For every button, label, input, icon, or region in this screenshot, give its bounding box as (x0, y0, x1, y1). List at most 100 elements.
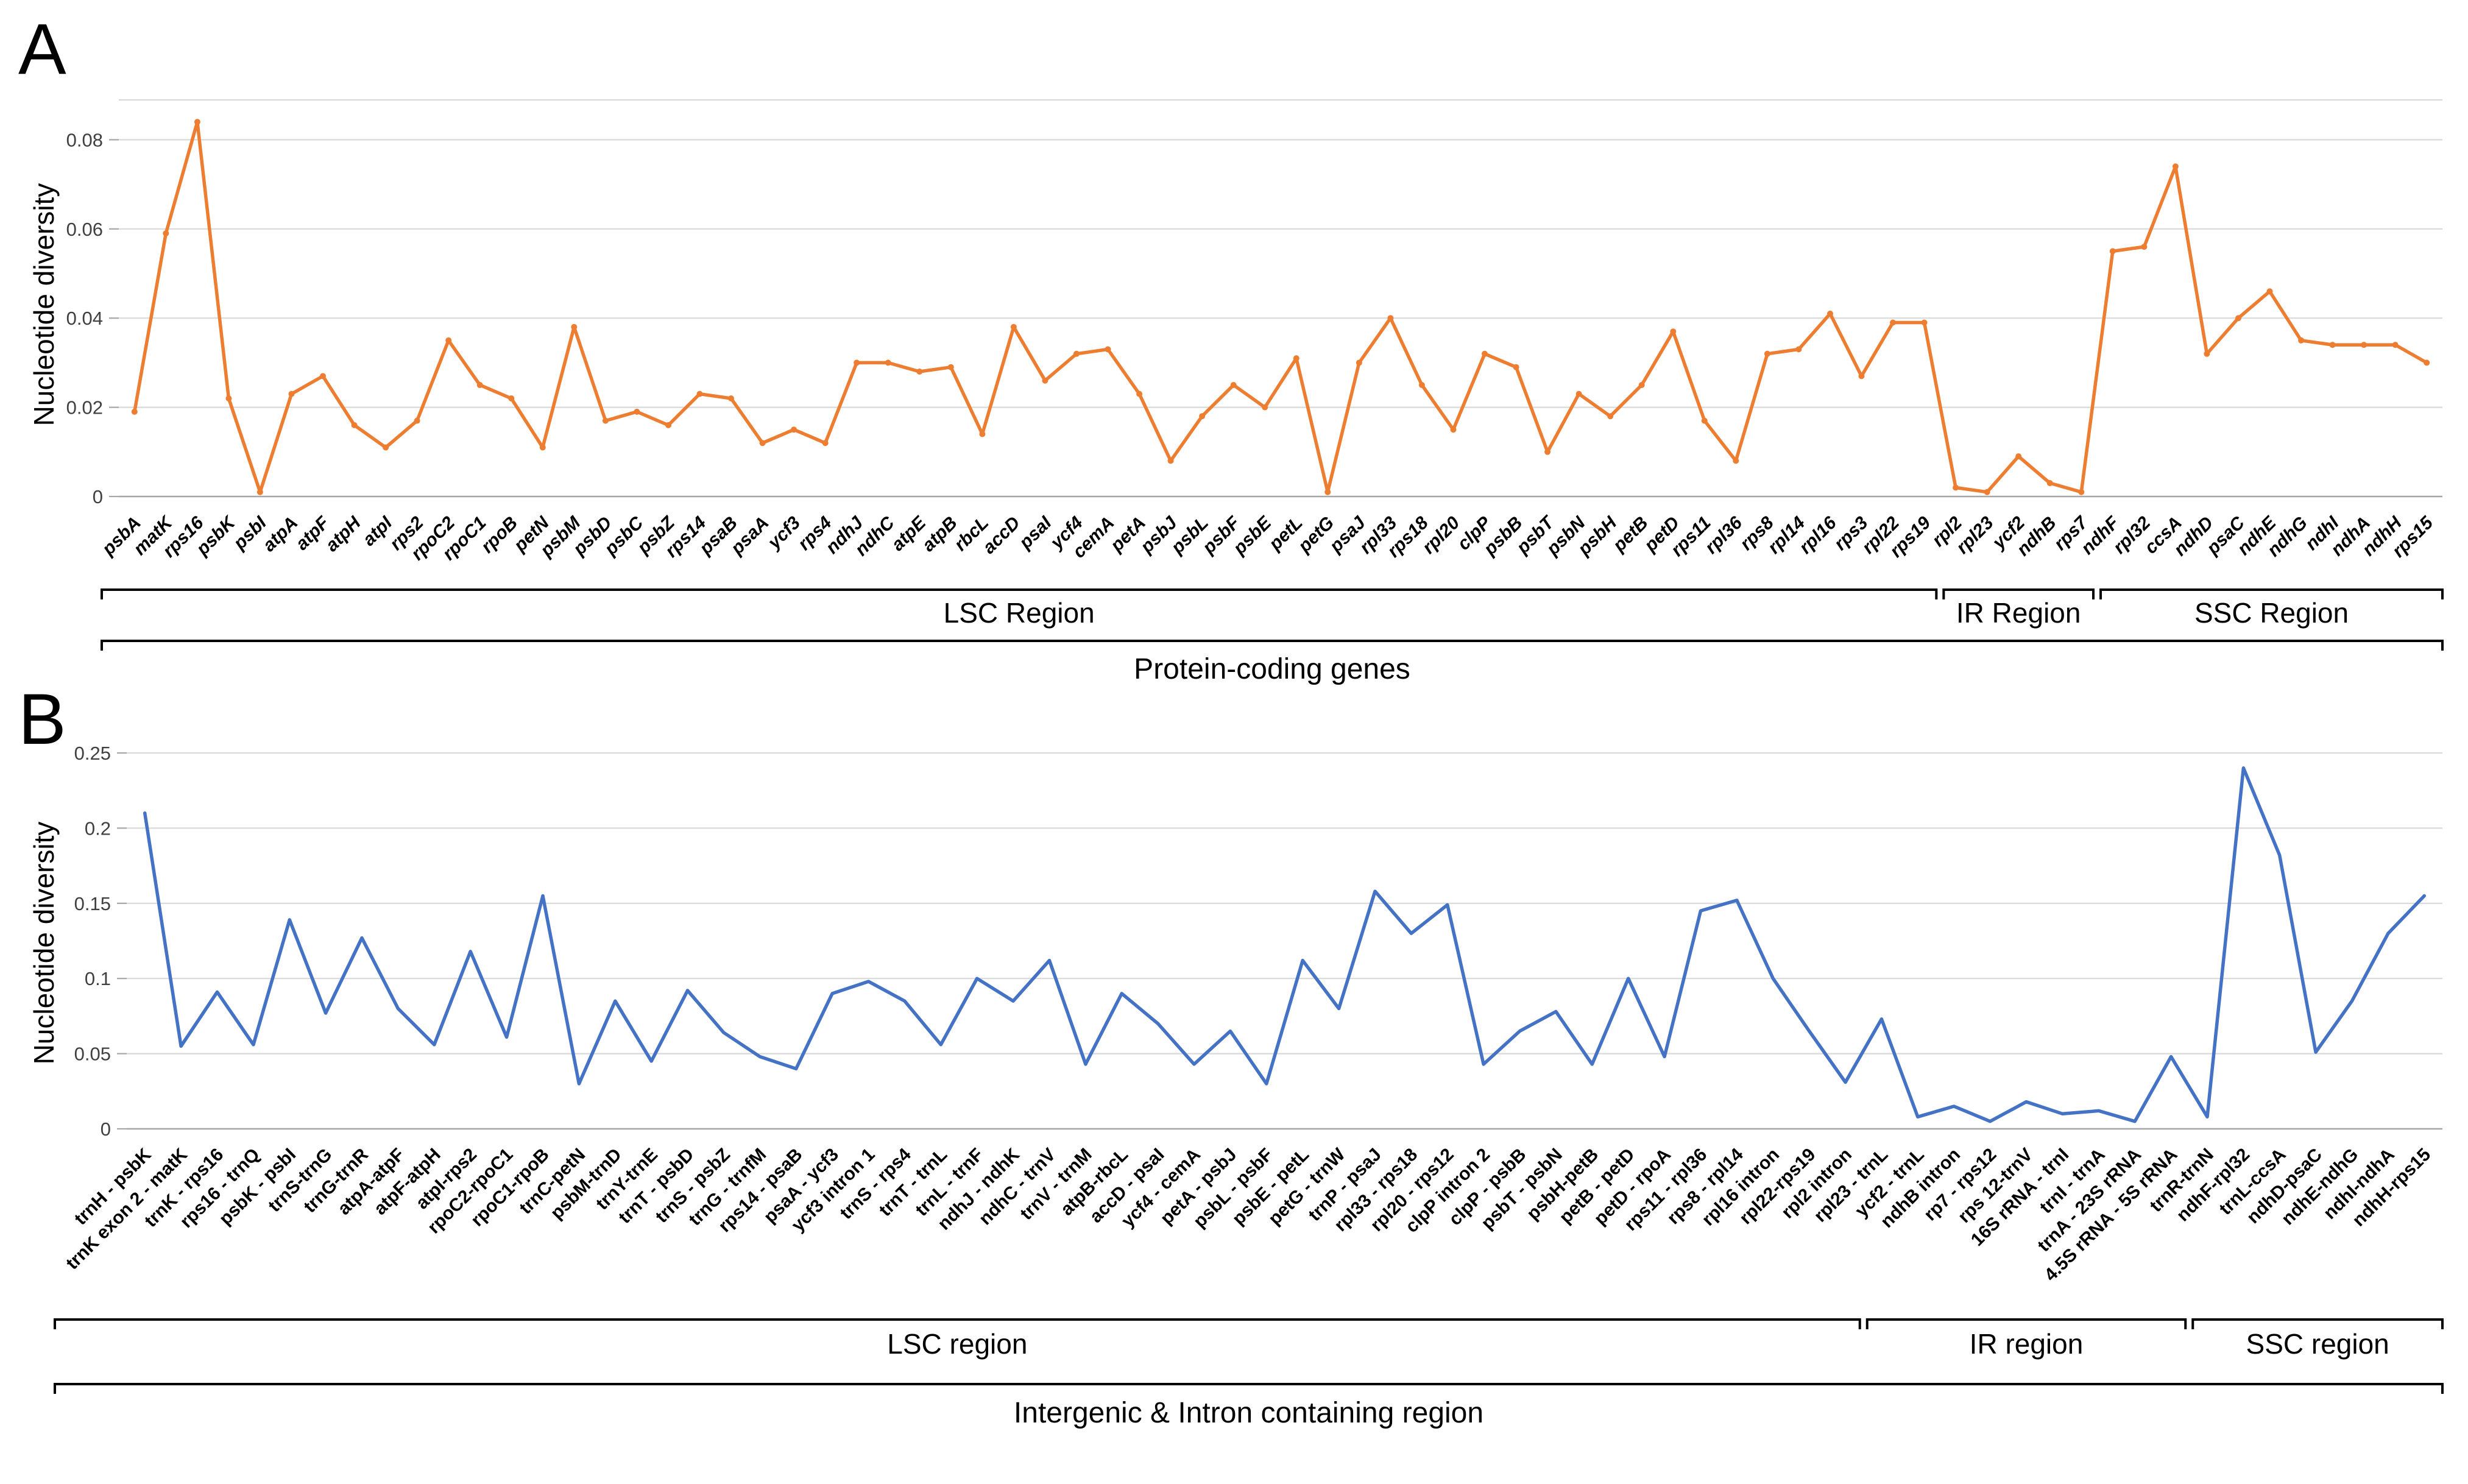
panel-a-data-point (1105, 346, 1111, 353)
panel-a-x-tick-label: atpH (322, 512, 365, 556)
panel-a-data-point (1670, 328, 1677, 335)
panel-a-x-tick-label: atpB (918, 513, 961, 556)
panel-a-data-point (1418, 382, 1425, 388)
panel-a-data-point (634, 408, 640, 415)
panel-a-data-point (476, 382, 483, 388)
panel-a-region-bracket (2099, 588, 2444, 599)
panel-a-data-point (383, 444, 389, 451)
panel-a-data-point (571, 323, 578, 330)
panel-a-data-point (2361, 342, 2367, 348)
panel-a-y-tick-label: 0.04 (66, 308, 103, 329)
panel-a-data-point (1858, 373, 1865, 380)
panel-a-data-point (696, 390, 703, 397)
panel-a-data-point (1450, 426, 1457, 433)
panel-a-data-point (728, 395, 734, 401)
panel-a-data-point (1575, 390, 1582, 397)
panel-a-data-point (2015, 453, 2022, 460)
panel-b-y-tick-label: 0.2 (85, 818, 111, 839)
panel-a-x-tick-label: psbL (1167, 513, 1212, 559)
panel-a-data-point (1607, 413, 1614, 420)
panel-a-data-point (1230, 382, 1237, 388)
panel-a-x-tick-label: psaI (1015, 512, 1056, 553)
panel-a-data-point (1262, 404, 1268, 411)
panel-a-x-tick-label: accD (979, 513, 1024, 558)
panel-a-letter: A (18, 9, 66, 90)
panel-a-x-tick-label: rpoB (477, 513, 522, 557)
panel-a-data-point (2424, 359, 2430, 366)
panel-a-y-tick-label: 0 (93, 486, 103, 507)
panel-a-data-point (1953, 484, 1959, 491)
panel-a-data-point (163, 230, 169, 237)
panel-a-data-point (1293, 355, 1299, 362)
panel-a-x-tick-label: rpl36 (1701, 512, 1746, 557)
panel-a-data-point (1324, 489, 1331, 495)
panel-b-region-bracket (54, 1318, 1861, 1329)
panel-a-x-tick-label: ycf3 (763, 512, 804, 553)
panel-b-region-bracket (1865, 1318, 2187, 1329)
panel-b-region-label: SSC region (2246, 1328, 2389, 1360)
panel-a-data-point (2298, 337, 2305, 344)
panel-a-y-tick-label: 0.06 (66, 219, 103, 240)
panel-a-data-point (194, 119, 200, 125)
panel-a-data-point (791, 426, 797, 433)
panel-a-data-point (1136, 390, 1143, 397)
panel-a-data-point (445, 337, 452, 344)
panel-a-data-point (225, 395, 232, 401)
panel-a-data-point (2266, 288, 2273, 295)
panel-a-data-point (351, 422, 358, 428)
panel-b-y-tick-label: 0.15 (74, 893, 111, 914)
panel-b-region-label: IR region (1970, 1328, 2084, 1360)
panel-a-data-point (256, 489, 263, 495)
panel-a-data-point (131, 408, 138, 415)
panel-a-region-bracket (101, 588, 1938, 599)
panel-a-region-label: IR Region (1956, 597, 2081, 629)
panel-a-data-point (885, 359, 891, 366)
panel-a-data-point (1890, 319, 1896, 326)
panel-a-data-point (2172, 163, 2179, 170)
panel-a-data-point (602, 417, 609, 424)
panel-a-caption-bracket (101, 640, 2444, 651)
panel-a-region-label: SSC Region (2194, 597, 2349, 629)
panel-a-data-point (1795, 346, 1802, 353)
panel-a-data-point (414, 417, 420, 424)
panel-b-region-label: LSC region (887, 1328, 1027, 1360)
panel-a-series-line (133, 120, 2428, 494)
panel-b-y-tick-label: 0.05 (74, 1044, 111, 1065)
panel-a-data-point (2046, 480, 2053, 486)
panel-a-x-tick-label: ndhF (2077, 512, 2124, 559)
panel-a-data-point (2235, 315, 2241, 322)
panel-a-data-point (1199, 413, 1206, 420)
panel-a-x-axis-title: Protein-coding genes (1134, 653, 1410, 685)
panel-a-data-point (759, 440, 766, 447)
panel-a-data-point (1513, 364, 1519, 370)
panel-a-data-point (1010, 323, 1017, 330)
panel-b-series-line (143, 766, 2427, 1123)
panel-a-data-point (665, 422, 671, 428)
panel-a-x-tick-label: petG (1294, 513, 1338, 557)
panel-a-data-point (1638, 382, 1645, 388)
panel-a-data-point (854, 359, 860, 366)
panel-a-x-tick-label: atpA (259, 513, 302, 556)
panel-a-data-point (539, 444, 546, 451)
panel-a-data-point (979, 431, 986, 437)
panel-a-y-tick-label: 0.08 (66, 129, 103, 150)
panel-a-data-point (1733, 458, 1739, 464)
panel-a-data-point (508, 395, 515, 401)
panel-a-data-point (1167, 458, 1174, 464)
panel-b-y-tick-label: 0 (101, 1118, 111, 1140)
panel-a-data-point (1042, 377, 1048, 384)
panel-a-data-point (1921, 319, 1928, 326)
panel-a-y-tick-label: 0.02 (66, 397, 103, 419)
panel-a-data-point (947, 364, 954, 370)
panel-a-data-point (2141, 244, 2148, 250)
panel-a-chart: 00.020.040.060.08psbAmatKrps16psbKpsbIat… (66, 99, 2444, 685)
panel-a-x-tick-label: rpl23 (1953, 512, 1998, 557)
panel-a-data-point (916, 369, 923, 375)
panel-a-data-point (288, 390, 295, 397)
panel-a-region-bracket (1942, 588, 2095, 599)
panel-a-data-point (1544, 448, 1551, 455)
panel-a-region-label: LSC Region (944, 597, 1095, 629)
panel-b-region-bracket (2191, 1318, 2444, 1329)
